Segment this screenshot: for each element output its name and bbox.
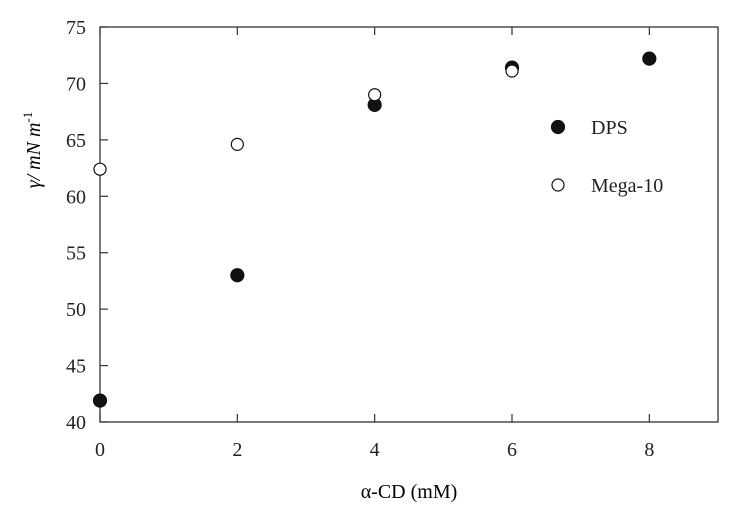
y-axis-label: γ/ mN m-1 [20, 112, 45, 189]
x-axis-label: α-CD (mM) [361, 481, 458, 503]
x-tick-label: 8 [644, 439, 654, 461]
mega-10-point [368, 88, 382, 102]
x-tick-label: 0 [95, 439, 105, 461]
data-points [92, 51, 657, 408]
y-tick-label: 75 [66, 17, 86, 39]
dps-point [92, 393, 108, 408]
y-axis-label-superscript: -1 [20, 112, 35, 123]
legend-label: DPS [591, 117, 628, 139]
dps-point [642, 51, 657, 66]
y-tick-label: 45 [66, 356, 86, 378]
y-tick-label: 60 [66, 186, 86, 208]
x-tick-label: 6 [507, 439, 517, 461]
y-axis-label-text: γ/ mN m [23, 123, 45, 189]
legend-marker [551, 178, 565, 192]
x-tick-label: 2 [232, 439, 242, 461]
mega-10-point [505, 64, 519, 78]
y-tick-label: 70 [66, 73, 86, 95]
axes: 0 2 4 6 8 40 45 50 55 60 65 70 75 [66, 17, 719, 461]
y-tick-label: 65 [66, 130, 86, 152]
plot-frame [99, 26, 719, 423]
legend-marker [550, 119, 566, 135]
legend-label: Mega-10 [591, 175, 663, 197]
y-tick-label: 40 [66, 412, 86, 434]
y-tick-label: 50 [66, 299, 86, 321]
dps-point [230, 268, 245, 283]
mega-10-point [93, 162, 107, 176]
y-tick-label: 55 [66, 243, 86, 265]
x-tick-label: 4 [370, 439, 380, 461]
mega-10-point [230, 137, 244, 151]
legend: DPS Mega-10 [550, 117, 663, 197]
